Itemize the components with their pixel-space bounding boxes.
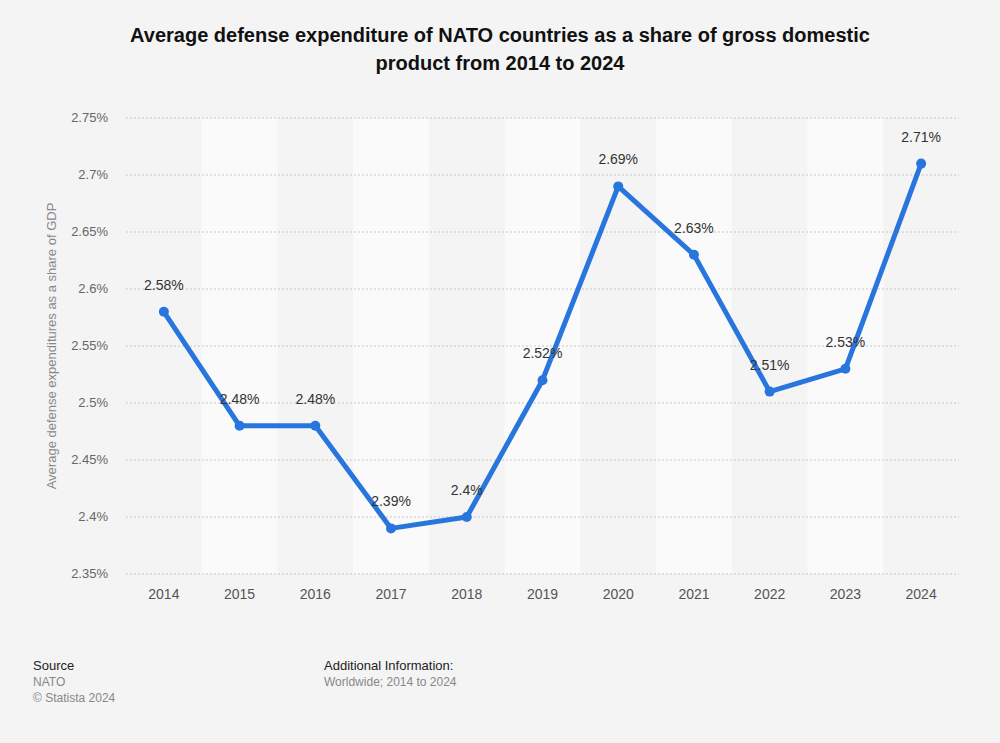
data-label: 2.51% bbox=[750, 357, 790, 373]
data-line bbox=[164, 164, 921, 529]
data-point bbox=[689, 250, 699, 260]
y-tick-label: 2.4% bbox=[78, 509, 108, 524]
plot-area bbox=[159, 159, 926, 534]
data-label: 2.39% bbox=[371, 493, 411, 509]
data-label: 2.48% bbox=[295, 391, 335, 407]
y-tick-label: 2.65% bbox=[71, 224, 108, 239]
y-tick-label: 2.6% bbox=[78, 281, 108, 296]
data-point bbox=[386, 523, 396, 533]
data-label: 2.52% bbox=[523, 345, 563, 361]
x-tick-label: 2022 bbox=[754, 586, 785, 602]
y-tick-label: 2.35% bbox=[71, 566, 108, 581]
x-tick-label: 2016 bbox=[300, 586, 331, 602]
source-label: Source bbox=[33, 658, 74, 673]
x-tick-label: 2023 bbox=[830, 586, 861, 602]
x-tick-label: 2020 bbox=[603, 586, 634, 602]
y-axis-label: Average defense expenditures as a share … bbox=[44, 203, 59, 490]
data-point bbox=[613, 181, 623, 191]
x-tick-label: 2014 bbox=[148, 586, 179, 602]
data-label: 2.53% bbox=[826, 334, 866, 350]
info-label: Additional Information: bbox=[324, 658, 453, 673]
data-point bbox=[159, 307, 169, 317]
grid-line bbox=[126, 289, 959, 290]
data-label: 2.71% bbox=[901, 129, 941, 145]
grid-line bbox=[126, 574, 959, 575]
data-label: 2.48% bbox=[220, 391, 260, 407]
data-point bbox=[310, 421, 320, 431]
data-point bbox=[840, 364, 850, 374]
chart: Average defense expenditure of NATO coun… bbox=[0, 0, 1000, 743]
x-tick-label: 2017 bbox=[375, 586, 406, 602]
grid-line bbox=[126, 232, 959, 233]
title-group: Average defense expenditure of NATO coun… bbox=[130, 24, 870, 74]
title-line: product from 2014 to 2024 bbox=[376, 52, 626, 74]
x-tick-label: 2018 bbox=[451, 586, 482, 602]
data-point bbox=[235, 421, 245, 431]
x-tick-label: 2015 bbox=[224, 586, 255, 602]
data-label: 2.58% bbox=[144, 277, 184, 293]
data-label: 2.69% bbox=[598, 151, 638, 167]
x-tick-label: 2021 bbox=[678, 586, 709, 602]
grid-line bbox=[126, 175, 959, 176]
copyright: © Statista 2024 bbox=[33, 691, 116, 705]
y-tick-label: 2.5% bbox=[78, 395, 108, 410]
data-label: 2.4% bbox=[451, 482, 483, 498]
background bbox=[0, 0, 1000, 743]
data-label: 2.63% bbox=[674, 220, 714, 236]
info: Worldwide; 2014 to 2024 bbox=[324, 675, 457, 689]
title-line: Average defense expenditure of NATO coun… bbox=[130, 24, 870, 46]
grid-line bbox=[126, 517, 959, 518]
grid-line bbox=[126, 118, 959, 119]
y-tick-label: 2.75% bbox=[71, 110, 108, 125]
x-tick-label: 2024 bbox=[906, 586, 937, 602]
x-tick-label: 2019 bbox=[527, 586, 558, 602]
data-point bbox=[765, 387, 775, 397]
source: NATO bbox=[33, 675, 65, 689]
y-tick-label: 2.55% bbox=[71, 338, 108, 353]
y-tick-label: 2.45% bbox=[71, 452, 108, 467]
y-tick-label: 2.7% bbox=[78, 167, 108, 182]
data-point bbox=[462, 512, 472, 522]
grid-line bbox=[126, 460, 959, 461]
data-point bbox=[916, 159, 926, 169]
data-point bbox=[538, 375, 548, 385]
title: Average defense expenditure of NATO coun… bbox=[130, 24, 870, 74]
